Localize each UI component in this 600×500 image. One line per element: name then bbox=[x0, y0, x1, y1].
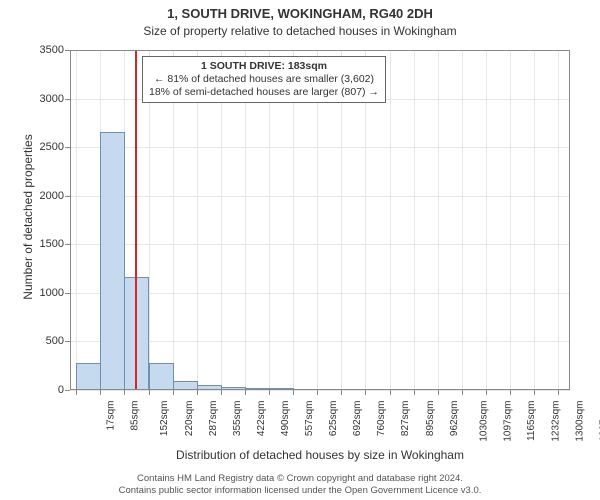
gridline-horizontal bbox=[70, 390, 570, 391]
chart-subtitle: Size of property relative to detached ho… bbox=[0, 22, 600, 38]
histogram-bar bbox=[341, 389, 366, 390]
footer-line-1: Contains HM Land Registry data © Crown c… bbox=[0, 473, 600, 484]
gridline-horizontal bbox=[70, 196, 570, 197]
histogram-bar bbox=[486, 389, 511, 390]
gridline-vertical bbox=[486, 50, 487, 390]
annotation-line: 1 SOUTH DRIVE: 183sqm bbox=[149, 60, 379, 73]
x-tick-mark bbox=[124, 390, 125, 395]
reference-line bbox=[135, 50, 137, 390]
x-axis-label: Distribution of detached houses by size … bbox=[70, 448, 570, 462]
y-tick-label: 500 bbox=[46, 335, 70, 347]
histogram-bar bbox=[317, 389, 342, 390]
x-tick-mark bbox=[414, 390, 415, 395]
x-tick-label: 760sqm bbox=[375, 401, 388, 437]
x-tick-label: 1232sqm bbox=[549, 401, 562, 442]
x-tick-mark bbox=[100, 390, 101, 395]
histogram-bar bbox=[438, 389, 463, 390]
x-tick-label: 962sqm bbox=[447, 401, 460, 437]
histogram-bar bbox=[462, 389, 487, 390]
x-tick-mark bbox=[534, 390, 535, 395]
x-tick-mark bbox=[558, 390, 559, 395]
x-tick-label: 287sqm bbox=[206, 401, 219, 437]
x-tick-mark bbox=[197, 390, 198, 395]
x-tick-mark bbox=[510, 390, 511, 395]
y-tick-label: 1000 bbox=[40, 287, 70, 299]
x-tick-label: 1165sqm bbox=[524, 401, 537, 441]
y-tick-label: 0 bbox=[58, 384, 70, 396]
annotation-line: ← 81% of detached houses are smaller (3,… bbox=[149, 73, 379, 86]
x-tick-mark bbox=[486, 390, 487, 395]
histogram-bar bbox=[221, 387, 246, 390]
x-tick-label: 152sqm bbox=[157, 401, 170, 437]
x-tick-label: 85sqm bbox=[128, 401, 141, 431]
x-tick-mark bbox=[173, 390, 174, 395]
x-tick-mark bbox=[438, 390, 439, 395]
annotation-line: 18% of semi-detached houses are larger (… bbox=[149, 86, 379, 99]
histogram-bar bbox=[534, 389, 559, 390]
y-tick-label: 2500 bbox=[40, 141, 70, 153]
page: 1, SOUTH DRIVE, WOKINGHAM, RG40 2DH Size… bbox=[0, 0, 600, 500]
x-tick-label: 625sqm bbox=[326, 401, 339, 437]
x-tick-mark bbox=[462, 390, 463, 395]
histogram-bar bbox=[100, 132, 125, 390]
y-tick-label: 1500 bbox=[40, 238, 70, 250]
gridline-vertical bbox=[534, 50, 535, 390]
gridline-vertical bbox=[414, 50, 415, 390]
gridline-vertical bbox=[558, 50, 559, 390]
x-tick-label: 422sqm bbox=[254, 401, 267, 437]
gridline-vertical bbox=[76, 50, 77, 390]
x-tick-label: 692sqm bbox=[350, 401, 363, 437]
gridline-vertical bbox=[462, 50, 463, 390]
x-tick-mark bbox=[341, 390, 342, 395]
x-tick-label: 17sqm bbox=[104, 401, 117, 431]
histogram-bar bbox=[245, 388, 270, 390]
annotation-box: 1 SOUTH DRIVE: 183sqm← 81% of detached h… bbox=[142, 56, 386, 103]
gridline-horizontal bbox=[70, 147, 570, 148]
plot-area: 050010001500200025003000350017sqm85sqm15… bbox=[70, 50, 570, 390]
x-tick-label: 1300sqm bbox=[573, 401, 586, 442]
gridline-vertical bbox=[510, 50, 511, 390]
x-tick-label: 557sqm bbox=[302, 401, 315, 437]
x-tick-label: 1030sqm bbox=[476, 401, 489, 442]
footer-line-2: Contains public sector information licen… bbox=[0, 485, 600, 496]
x-tick-label: 1097sqm bbox=[500, 401, 513, 442]
histogram-bar bbox=[269, 388, 294, 390]
gridline-vertical bbox=[438, 50, 439, 390]
x-tick-mark bbox=[149, 390, 150, 395]
histogram-bar bbox=[197, 385, 222, 390]
x-tick-mark bbox=[293, 390, 294, 395]
x-tick-mark bbox=[221, 390, 222, 395]
histogram-bar bbox=[76, 363, 101, 390]
footer: Contains HM Land Registry data © Crown c… bbox=[0, 473, 600, 496]
x-tick-mark bbox=[317, 390, 318, 395]
y-tick-label: 2000 bbox=[40, 190, 70, 202]
x-tick-label: 355sqm bbox=[230, 401, 243, 437]
y-tick-label: 3000 bbox=[40, 93, 70, 105]
x-tick-label: 490sqm bbox=[278, 401, 291, 437]
x-tick-label: 220sqm bbox=[182, 401, 195, 437]
x-tick-mark bbox=[365, 390, 366, 395]
gridline-vertical bbox=[390, 50, 391, 390]
x-tick-mark bbox=[269, 390, 270, 395]
x-tick-mark bbox=[76, 390, 77, 395]
y-tick-label: 3500 bbox=[40, 44, 70, 56]
histogram-bar bbox=[510, 389, 535, 390]
y-axis-label: Number of detached properties bbox=[21, 117, 35, 317]
x-tick-mark bbox=[245, 390, 246, 395]
x-tick-label: 827sqm bbox=[398, 401, 411, 437]
chart-title: 1, SOUTH DRIVE, WOKINGHAM, RG40 2DH bbox=[0, 0, 600, 22]
x-tick-label: 895sqm bbox=[423, 401, 436, 437]
histogram-bar bbox=[149, 363, 174, 390]
x-tick-mark bbox=[390, 390, 391, 395]
gridline-horizontal bbox=[70, 244, 570, 245]
histogram-bar bbox=[173, 381, 198, 390]
gridline-horizontal bbox=[70, 50, 570, 51]
histogram-bar bbox=[365, 389, 390, 390]
histogram-bar bbox=[293, 389, 318, 390]
histogram-bar bbox=[414, 389, 439, 390]
histogram-bar bbox=[390, 389, 415, 390]
